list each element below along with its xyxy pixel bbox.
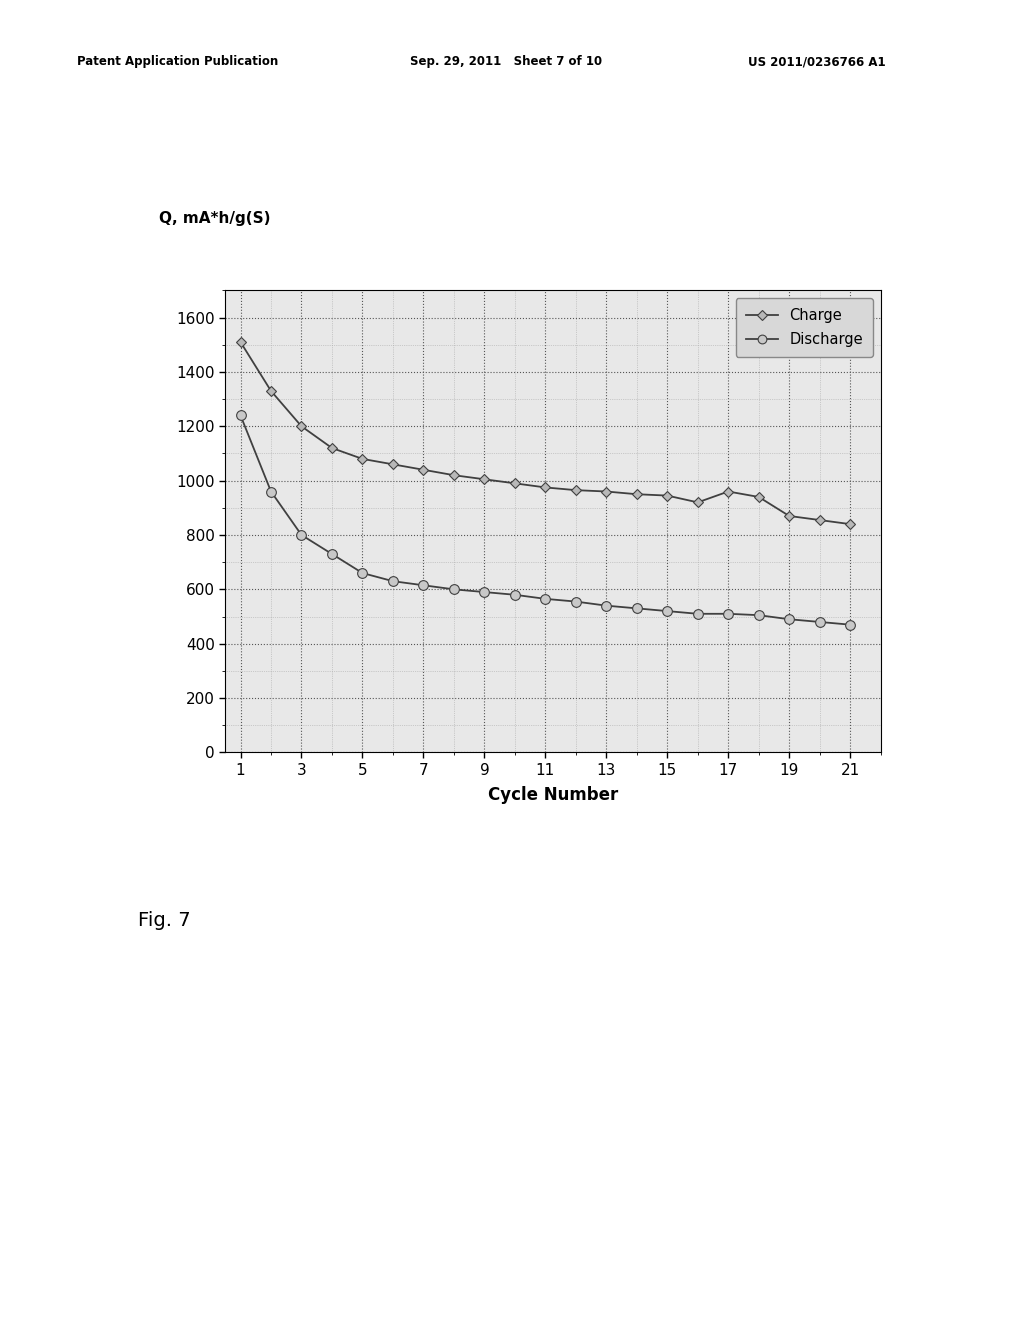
Text: Patent Application Publication: Patent Application Publication — [77, 55, 279, 69]
Legend: Charge, Discharge: Charge, Discharge — [735, 298, 873, 356]
Line: Charge: Charge — [237, 338, 854, 528]
Discharge — [356, 565, 369, 581]
Discharge — [509, 587, 521, 603]
Discharge — [540, 591, 552, 607]
Discharge — [783, 611, 796, 627]
Discharge — [753, 607, 765, 623]
Charge — [569, 482, 582, 498]
Discharge — [478, 585, 490, 601]
Discharge — [600, 598, 612, 614]
Charge — [326, 440, 338, 455]
Charge — [813, 512, 825, 528]
Text: Fig. 7: Fig. 7 — [138, 911, 190, 929]
Text: Q, mA*h/g(S): Q, mA*h/g(S) — [159, 211, 270, 226]
Charge — [417, 462, 429, 478]
Line: Discharge: Discharge — [236, 411, 855, 630]
Discharge — [844, 616, 856, 632]
Discharge — [662, 603, 674, 619]
Charge — [631, 486, 643, 502]
Charge — [844, 516, 856, 532]
Charge — [387, 457, 399, 473]
X-axis label: Cycle Number: Cycle Number — [487, 787, 618, 804]
Discharge — [326, 546, 338, 562]
Text: Sep. 29, 2011   Sheet 7 of 10: Sep. 29, 2011 Sheet 7 of 10 — [410, 55, 602, 69]
Discharge — [417, 577, 429, 593]
Discharge — [691, 606, 703, 622]
Discharge — [295, 527, 307, 543]
Charge — [722, 483, 734, 499]
Charge — [600, 483, 612, 499]
Charge — [783, 508, 796, 524]
Discharge — [631, 601, 643, 616]
Charge — [447, 467, 460, 483]
Text: US 2011/0236766 A1: US 2011/0236766 A1 — [748, 55, 885, 69]
Charge — [509, 475, 521, 491]
Charge — [662, 487, 674, 503]
Discharge — [722, 606, 734, 622]
Discharge — [234, 408, 247, 424]
Charge — [265, 383, 278, 399]
Discharge — [387, 573, 399, 589]
Discharge — [265, 483, 278, 499]
Charge — [478, 471, 490, 487]
Charge — [295, 418, 307, 434]
Discharge — [447, 581, 460, 597]
Discharge — [569, 594, 582, 610]
Charge — [753, 488, 765, 504]
Charge — [356, 451, 369, 467]
Charge — [234, 334, 247, 350]
Charge — [691, 495, 703, 511]
Charge — [540, 479, 552, 495]
Discharge — [813, 614, 825, 630]
